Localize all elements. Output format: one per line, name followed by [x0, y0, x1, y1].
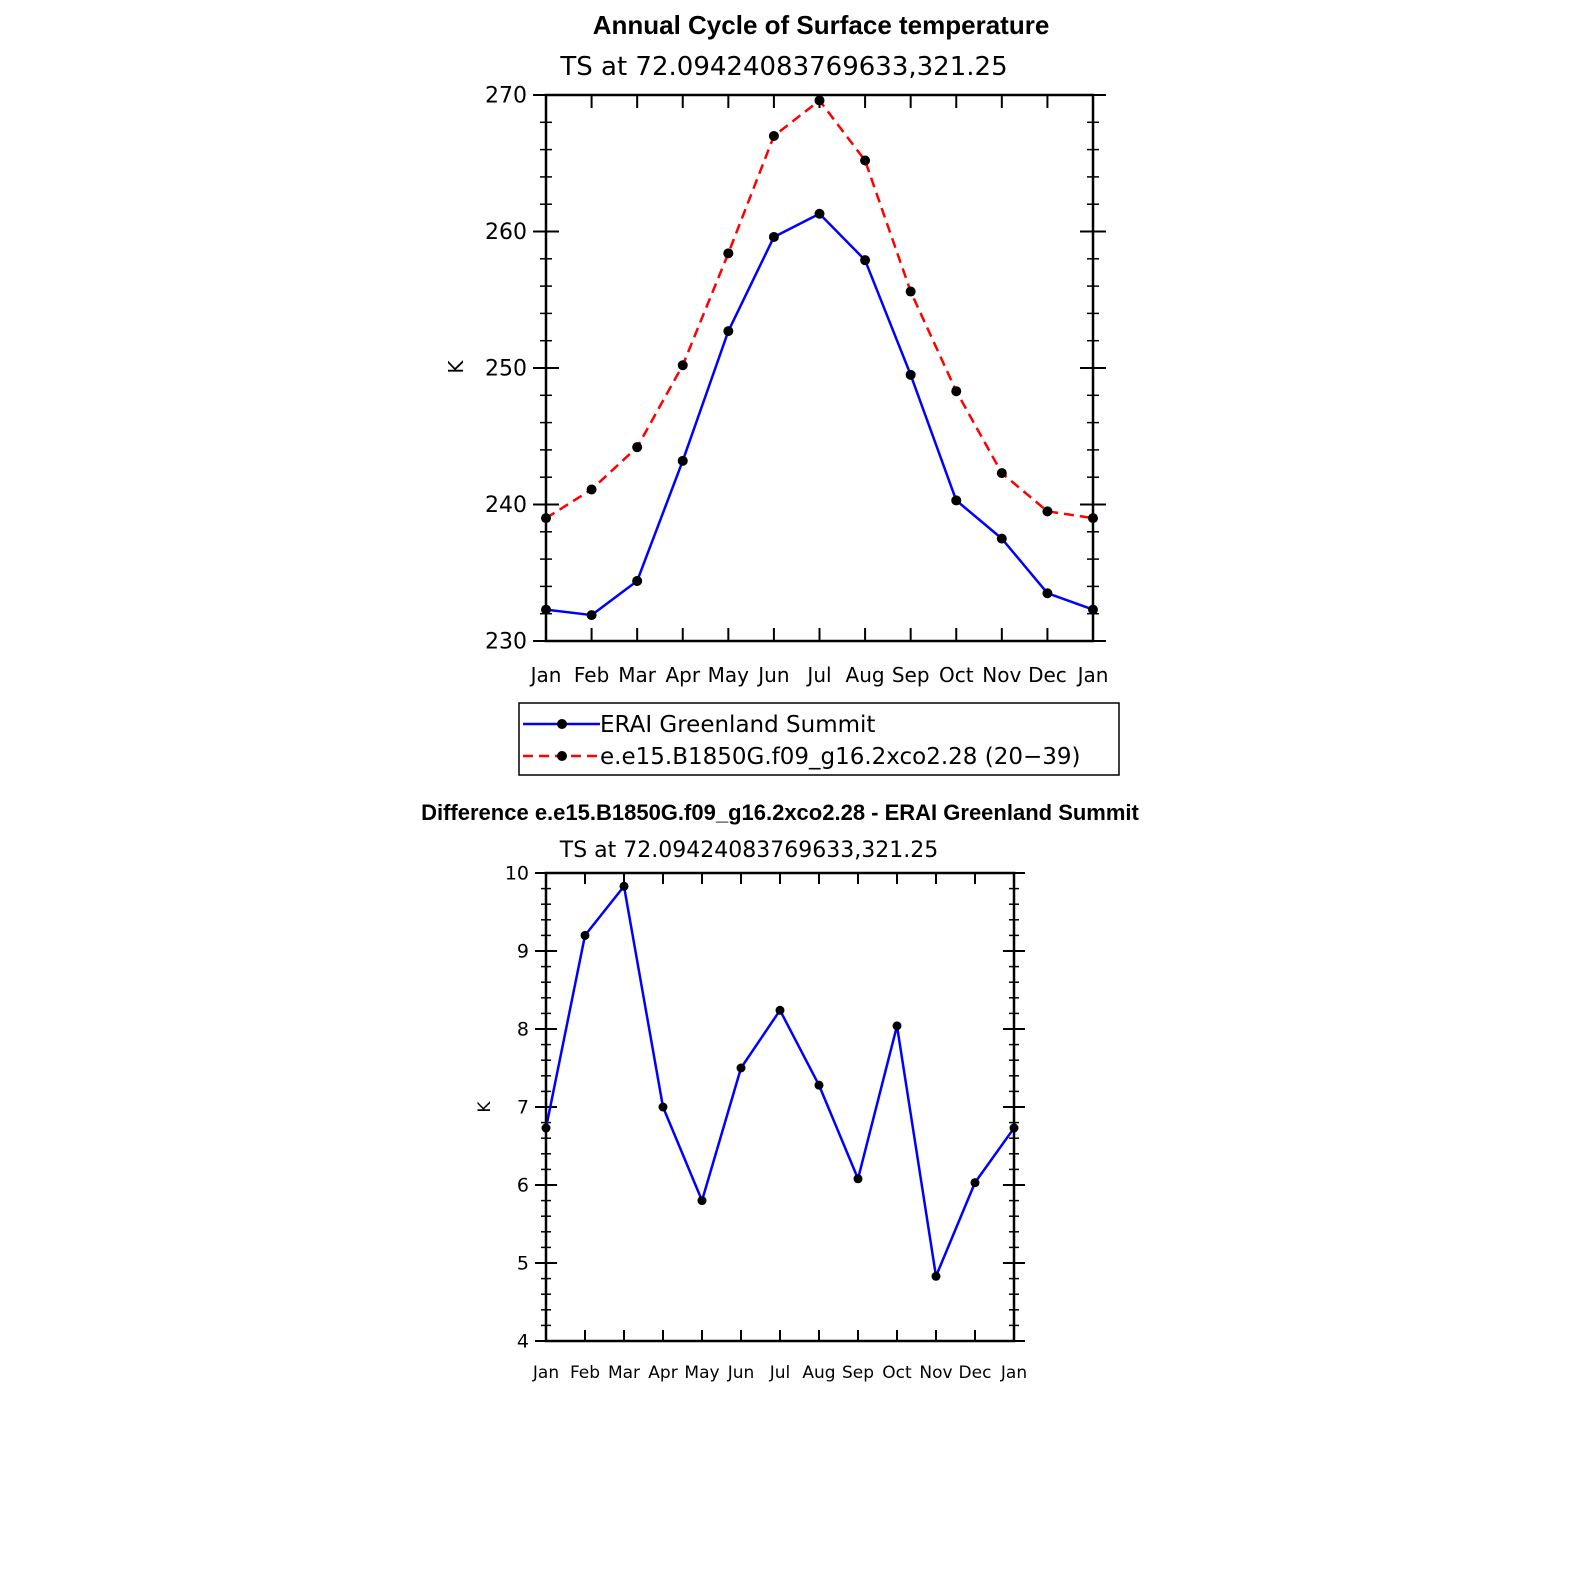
data-point: [951, 495, 962, 506]
data-point: [970, 1178, 980, 1188]
series-line-0: [545, 212, 1094, 617]
legend-label-model: e.e15.B1850G.f09_g16.2xco2.28 (20−39): [600, 744, 1081, 770]
data-point: [951, 386, 962, 397]
data-point: [996, 468, 1007, 479]
chart1-y-axis-label: K: [444, 360, 468, 374]
y-tick-label: 230: [485, 630, 527, 655]
data-point: [580, 930, 590, 940]
data-point: [814, 208, 825, 219]
x-tick-label: Jul: [805, 663, 831, 687]
y-tick-label: 9: [517, 941, 529, 963]
data-point: [814, 95, 825, 106]
y-tick-label: 270: [485, 84, 527, 109]
data-point: [768, 130, 779, 141]
data-point: [586, 484, 597, 495]
x-tick-label: Aug: [846, 663, 885, 687]
x-tick-label: Apr: [648, 1363, 677, 1383]
data-point: [619, 881, 629, 891]
x-tick-label: Dec: [959, 1363, 992, 1383]
series-line-0: [544, 885, 1016, 1278]
data-point: [632, 575, 643, 586]
chart1-subtitle: TS at 72.09424083769633,321.25: [559, 52, 1007, 82]
y-tick-label: 8: [517, 1019, 529, 1041]
annual-cycle-chart: Annual Cycle of Surface temperature TS a…: [444, 10, 1108, 687]
y-tick-label: 10: [505, 863, 529, 885]
legend-box: [518, 702, 1120, 776]
x-tick-label: May: [708, 663, 750, 687]
difference-chart: Difference e.e15.B1850G.f09_g16.2xco2.28…: [421, 800, 1139, 1383]
x-tick-label: Jan: [1000, 1363, 1027, 1383]
data-point: [632, 442, 643, 453]
data-point: [860, 155, 871, 166]
data-point: [677, 455, 688, 466]
chart2-x-tick-labels: Jan Feb Mar Apr May Jun Jul Aug Sep Oct Nov Dec Jan: [532, 1363, 1027, 1383]
data-point: [697, 1196, 707, 1206]
y-tick-label: 250: [485, 357, 527, 382]
x-tick-label: Jul: [769, 1363, 791, 1383]
x-tick-label: Feb: [574, 663, 609, 687]
x-tick-label: Jun: [727, 1363, 755, 1383]
data-point: [736, 1063, 746, 1073]
x-tick-label: Jan: [529, 663, 562, 687]
chart1-series: [541, 95, 1098, 621]
data-point: [658, 1102, 668, 1112]
x-tick-label: Sep: [842, 1363, 874, 1383]
chart2-ticks: [535, 872, 1025, 1342]
series-line-1: [545, 99, 1094, 520]
x-tick-label: Apr: [665, 663, 700, 687]
x-tick-label: Nov: [919, 1363, 952, 1383]
chart2-series: [541, 881, 1019, 1281]
x-tick-label: Sep: [892, 663, 930, 687]
data-point: [775, 1005, 785, 1015]
x-tick-label: Jan: [532, 1363, 559, 1383]
chart1-x-tick-labels: Jan Feb Mar Apr May Jun Jul Aug Sep Oct Nov Dec Jan: [529, 663, 1109, 687]
x-tick-label: Nov: [982, 663, 1021, 687]
data-point: [677, 360, 688, 371]
data-point: [892, 1021, 902, 1031]
x-tick-label: Jan: [1076, 663, 1109, 687]
chart2-frame: [544, 871, 1016, 1343]
chart1-title: Annual Cycle of Surface temperature: [593, 10, 1050, 40]
data-point: [814, 1080, 824, 1090]
x-tick-label: May: [684, 1363, 719, 1383]
chart1-y-tick-labels: 230 240 250 260 270: [485, 84, 527, 655]
data-point: [723, 326, 734, 337]
x-tick-label: Mar: [618, 663, 657, 687]
legend: ERAI Greenland Summit e.e15.B1850G.f09_g…: [518, 702, 1120, 776]
chart2-title: Difference e.e15.B1850G.f09_g16.2xco2.28…: [421, 800, 1139, 825]
chart2-subtitle: TS at 72.09424083769633,321.25: [559, 838, 938, 863]
data-point: [905, 286, 916, 297]
y-tick-label: 240: [485, 493, 527, 518]
x-tick-label: Feb: [570, 1363, 600, 1383]
legend-label-erai: ERAI Greenland Summit: [600, 712, 875, 738]
data-point: [1042, 506, 1053, 517]
chart1-frame: [544, 93, 1095, 643]
x-tick-label: Mar: [608, 1363, 640, 1383]
y-tick-label: 260: [485, 220, 527, 245]
y-tick-label: 5: [517, 1253, 529, 1275]
data-point: [931, 1271, 941, 1281]
data-point: [996, 533, 1007, 544]
x-tick-label: Dec: [1028, 663, 1067, 687]
y-tick-label: 6: [517, 1175, 529, 1197]
data-point: [768, 231, 779, 242]
data-point: [860, 255, 871, 266]
x-tick-label: Aug: [802, 1363, 835, 1383]
x-tick-label: Oct: [882, 1363, 912, 1383]
y-tick-label: 7: [517, 1097, 529, 1119]
chart1-ticks: [533, 94, 1106, 642]
x-tick-label: Jun: [756, 663, 789, 687]
legend-marker-erai: [557, 719, 567, 729]
data-point: [905, 369, 916, 380]
chart2-y-tick-labels: 4 5 6 7 8 9 10: [505, 863, 529, 1353]
data-point: [586, 610, 597, 621]
legend-marker-model: [557, 751, 567, 761]
data-point: [723, 248, 734, 259]
x-tick-label: Oct: [939, 663, 974, 687]
y-tick-label: 4: [517, 1331, 529, 1353]
chart2-y-axis-label: K: [475, 1101, 495, 1113]
data-point: [1042, 588, 1053, 599]
data-point: [853, 1174, 863, 1184]
